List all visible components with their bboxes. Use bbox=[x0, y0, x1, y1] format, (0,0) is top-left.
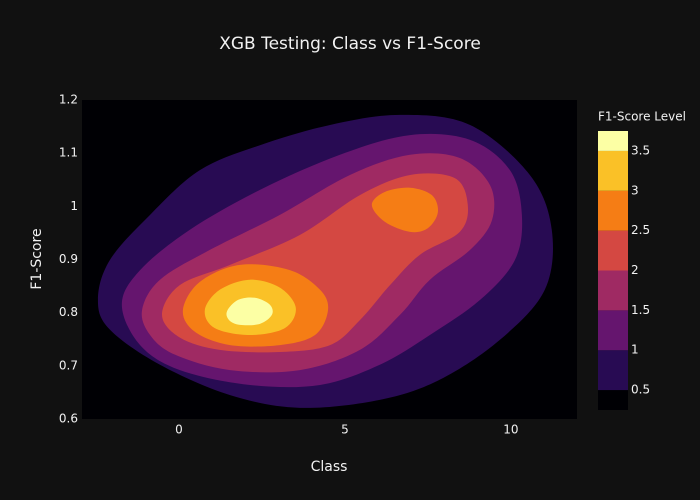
colorbar-band bbox=[598, 150, 628, 191]
colorbar-band bbox=[598, 310, 628, 351]
colorbar-tick-label: 2.5 bbox=[631, 223, 650, 237]
colorbar-tick-label: 3.5 bbox=[631, 143, 650, 157]
colorbar-tick-label: 1.5 bbox=[631, 303, 650, 317]
y-tick-label: 0.6 bbox=[59, 412, 78, 426]
colorbar-band bbox=[598, 190, 628, 231]
y-tick-label: 1.1 bbox=[59, 146, 78, 160]
y-tick-label: 1.2 bbox=[59, 93, 78, 107]
plot-area bbox=[82, 100, 577, 419]
colorbar-band bbox=[598, 350, 628, 391]
x-tick-label: 10 bbox=[503, 423, 518, 437]
x-tick-label: 5 bbox=[341, 423, 349, 437]
colorbar-tick-label: 1 bbox=[631, 343, 639, 357]
chart-title: XGB Testing: Class vs F1-Score bbox=[219, 34, 481, 54]
colorbar-tick-label: 2 bbox=[631, 263, 639, 277]
y-tick-label: 0.8 bbox=[59, 305, 78, 319]
contour-region bbox=[371, 187, 439, 233]
y-tick-label: 0.9 bbox=[59, 252, 78, 266]
colorbar-band bbox=[598, 390, 628, 410]
y-axis-label: F1-Score bbox=[29, 228, 45, 289]
contour-region bbox=[226, 297, 273, 326]
x-axis-label: Class bbox=[311, 459, 348, 475]
x-tick-label: 0 bbox=[175, 423, 183, 437]
colorbar-band bbox=[598, 131, 628, 151]
colorbar-tick-label: 0.5 bbox=[631, 383, 650, 397]
colorbar-title: F1-Score Level bbox=[598, 110, 686, 124]
colorbar-band bbox=[598, 230, 628, 271]
y-tick-label: 1 bbox=[70, 199, 78, 213]
colorbar-band bbox=[598, 270, 628, 311]
colorbar-tick-label: 3 bbox=[631, 183, 639, 197]
y-tick-label: 0.7 bbox=[59, 358, 78, 372]
